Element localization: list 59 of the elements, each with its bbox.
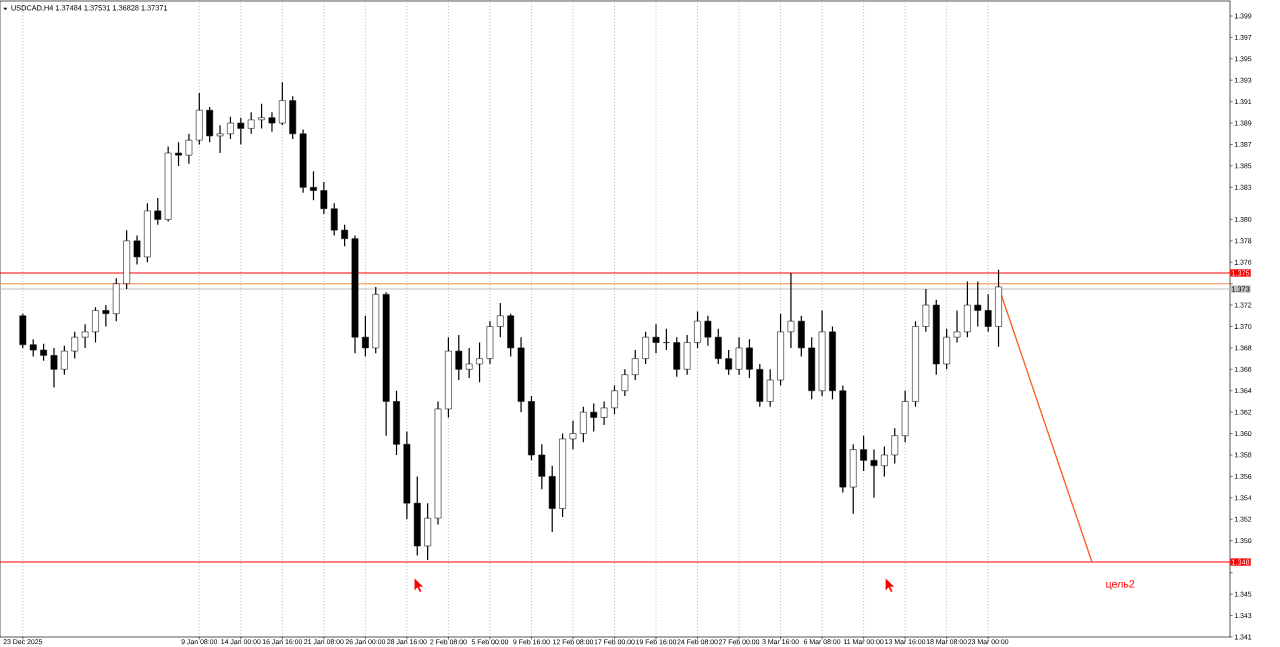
candlestick xyxy=(652,323,660,354)
candlestick xyxy=(50,347,58,389)
candlestick xyxy=(995,269,1002,348)
candlestick xyxy=(777,313,784,386)
candlestick xyxy=(455,334,463,381)
candlestick xyxy=(247,111,255,135)
candlestick xyxy=(164,146,172,223)
candlestick xyxy=(445,336,452,419)
candlestick xyxy=(787,272,795,349)
candlestick xyxy=(808,336,816,400)
candlestick xyxy=(538,443,546,490)
candlestick xyxy=(953,309,961,344)
candlestick xyxy=(175,141,182,167)
candlestick xyxy=(600,400,608,426)
candlestick xyxy=(818,309,826,397)
candlestick xyxy=(351,234,359,354)
candlestick xyxy=(133,234,141,265)
candlestick xyxy=(393,390,400,456)
candlestick xyxy=(237,117,245,146)
candlestick xyxy=(548,465,556,533)
candlestick xyxy=(735,336,743,376)
candlestick xyxy=(382,291,390,437)
candlestick xyxy=(590,402,598,433)
candlestick xyxy=(268,111,276,133)
candlestick xyxy=(299,128,307,194)
candlestick xyxy=(486,320,494,365)
candlestick xyxy=(361,315,369,358)
candlestick xyxy=(81,323,89,349)
candlestick xyxy=(320,181,328,215)
annotation: цель2 xyxy=(1106,580,1135,590)
candlestick xyxy=(310,170,317,201)
candlestick xyxy=(278,81,286,126)
candlestick xyxy=(974,280,982,328)
candlestick xyxy=(185,133,193,165)
candlestick xyxy=(849,443,857,515)
candlestick xyxy=(216,124,224,154)
candlestick xyxy=(195,92,203,146)
candlestick xyxy=(403,430,411,520)
candlestick xyxy=(496,302,504,338)
candlestick xyxy=(922,288,930,333)
candlestick xyxy=(476,341,483,383)
candlestick xyxy=(683,334,691,376)
candlestick xyxy=(704,315,712,347)
candlestick xyxy=(102,304,110,328)
candlestick xyxy=(517,336,525,413)
candlestick xyxy=(258,103,265,130)
candlestick xyxy=(870,449,878,499)
candlestick xyxy=(964,280,971,338)
candlestick xyxy=(621,368,629,397)
candlestick xyxy=(569,420,577,451)
candlestick xyxy=(860,435,867,472)
candlestick xyxy=(434,400,442,526)
candlestick xyxy=(880,445,888,477)
candlestick xyxy=(465,347,473,379)
candlestick xyxy=(154,197,162,226)
candlestick xyxy=(424,502,432,561)
candlestick xyxy=(901,390,909,443)
candlestick xyxy=(673,336,681,378)
candlestick xyxy=(413,475,421,557)
